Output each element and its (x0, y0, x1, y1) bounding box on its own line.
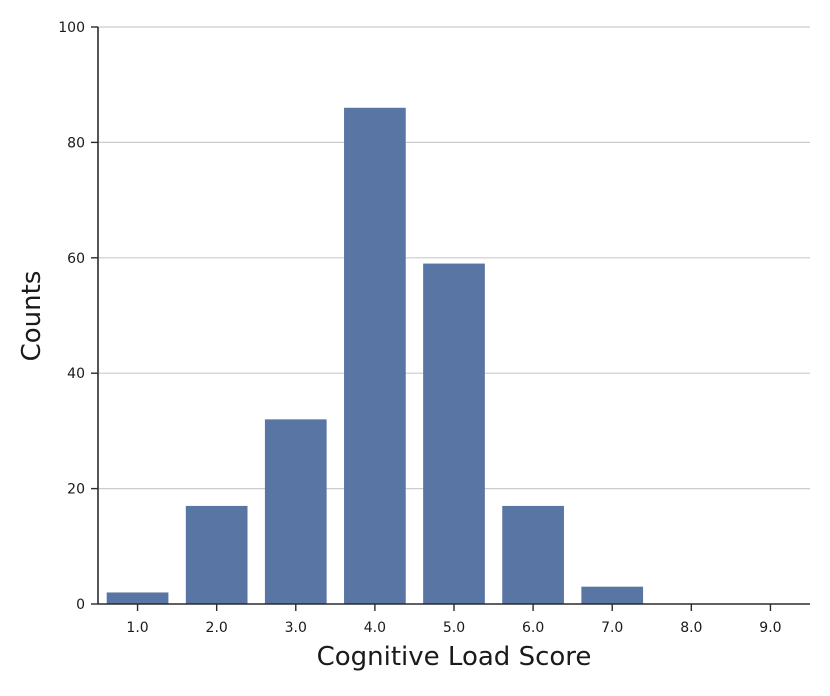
bar-4.0 (344, 107, 406, 604)
bar-3.0 (264, 419, 327, 604)
y-tick-label-40: 40 (67, 366, 85, 382)
bar-1.0 (106, 592, 169, 604)
y-tick-label-0: 0 (76, 597, 85, 613)
bar-5.0 (423, 263, 485, 604)
grid-layer (98, 26, 810, 490)
y-tick-label-60: 60 (67, 251, 85, 267)
x-tick-label-3.0: 3.0 (285, 620, 307, 636)
bar-2.0 (185, 505, 248, 604)
bar-6.0 (502, 505, 564, 604)
x-axis-title: Cognitive Load Score (317, 642, 592, 672)
axis-layer: 0 20 40 60 80 100 1.0 2.0 3.0 4.0 5.0 6.0 7.0 8.0 9.0 (58, 20, 810, 636)
y-axis-title: Counts (17, 271, 47, 362)
y-tick-label-20: 20 (67, 482, 85, 498)
x-tick-label-7.0: 7.0 (601, 620, 623, 636)
y-tick-label-100: 100 (58, 20, 85, 36)
x-tick-label-8.0: 8.0 (680, 620, 702, 636)
x-tick-label-5.0: 5.0 (443, 620, 465, 636)
bar-7.0 (581, 586, 644, 604)
label-layer: Cognitive Load Score Counts (17, 271, 591, 672)
x-tick-label-2.0: 2.0 (206, 620, 228, 636)
x-tick-label-4.0: 4.0 (364, 620, 386, 636)
x-tick-label-9.0: 9.0 (759, 620, 781, 636)
x-tick-label-6.0: 6.0 (522, 620, 544, 636)
y-tick-label-80: 80 (67, 135, 85, 151)
bar-layer (106, 107, 644, 604)
x-tick-label-1.0: 1.0 (126, 620, 148, 636)
